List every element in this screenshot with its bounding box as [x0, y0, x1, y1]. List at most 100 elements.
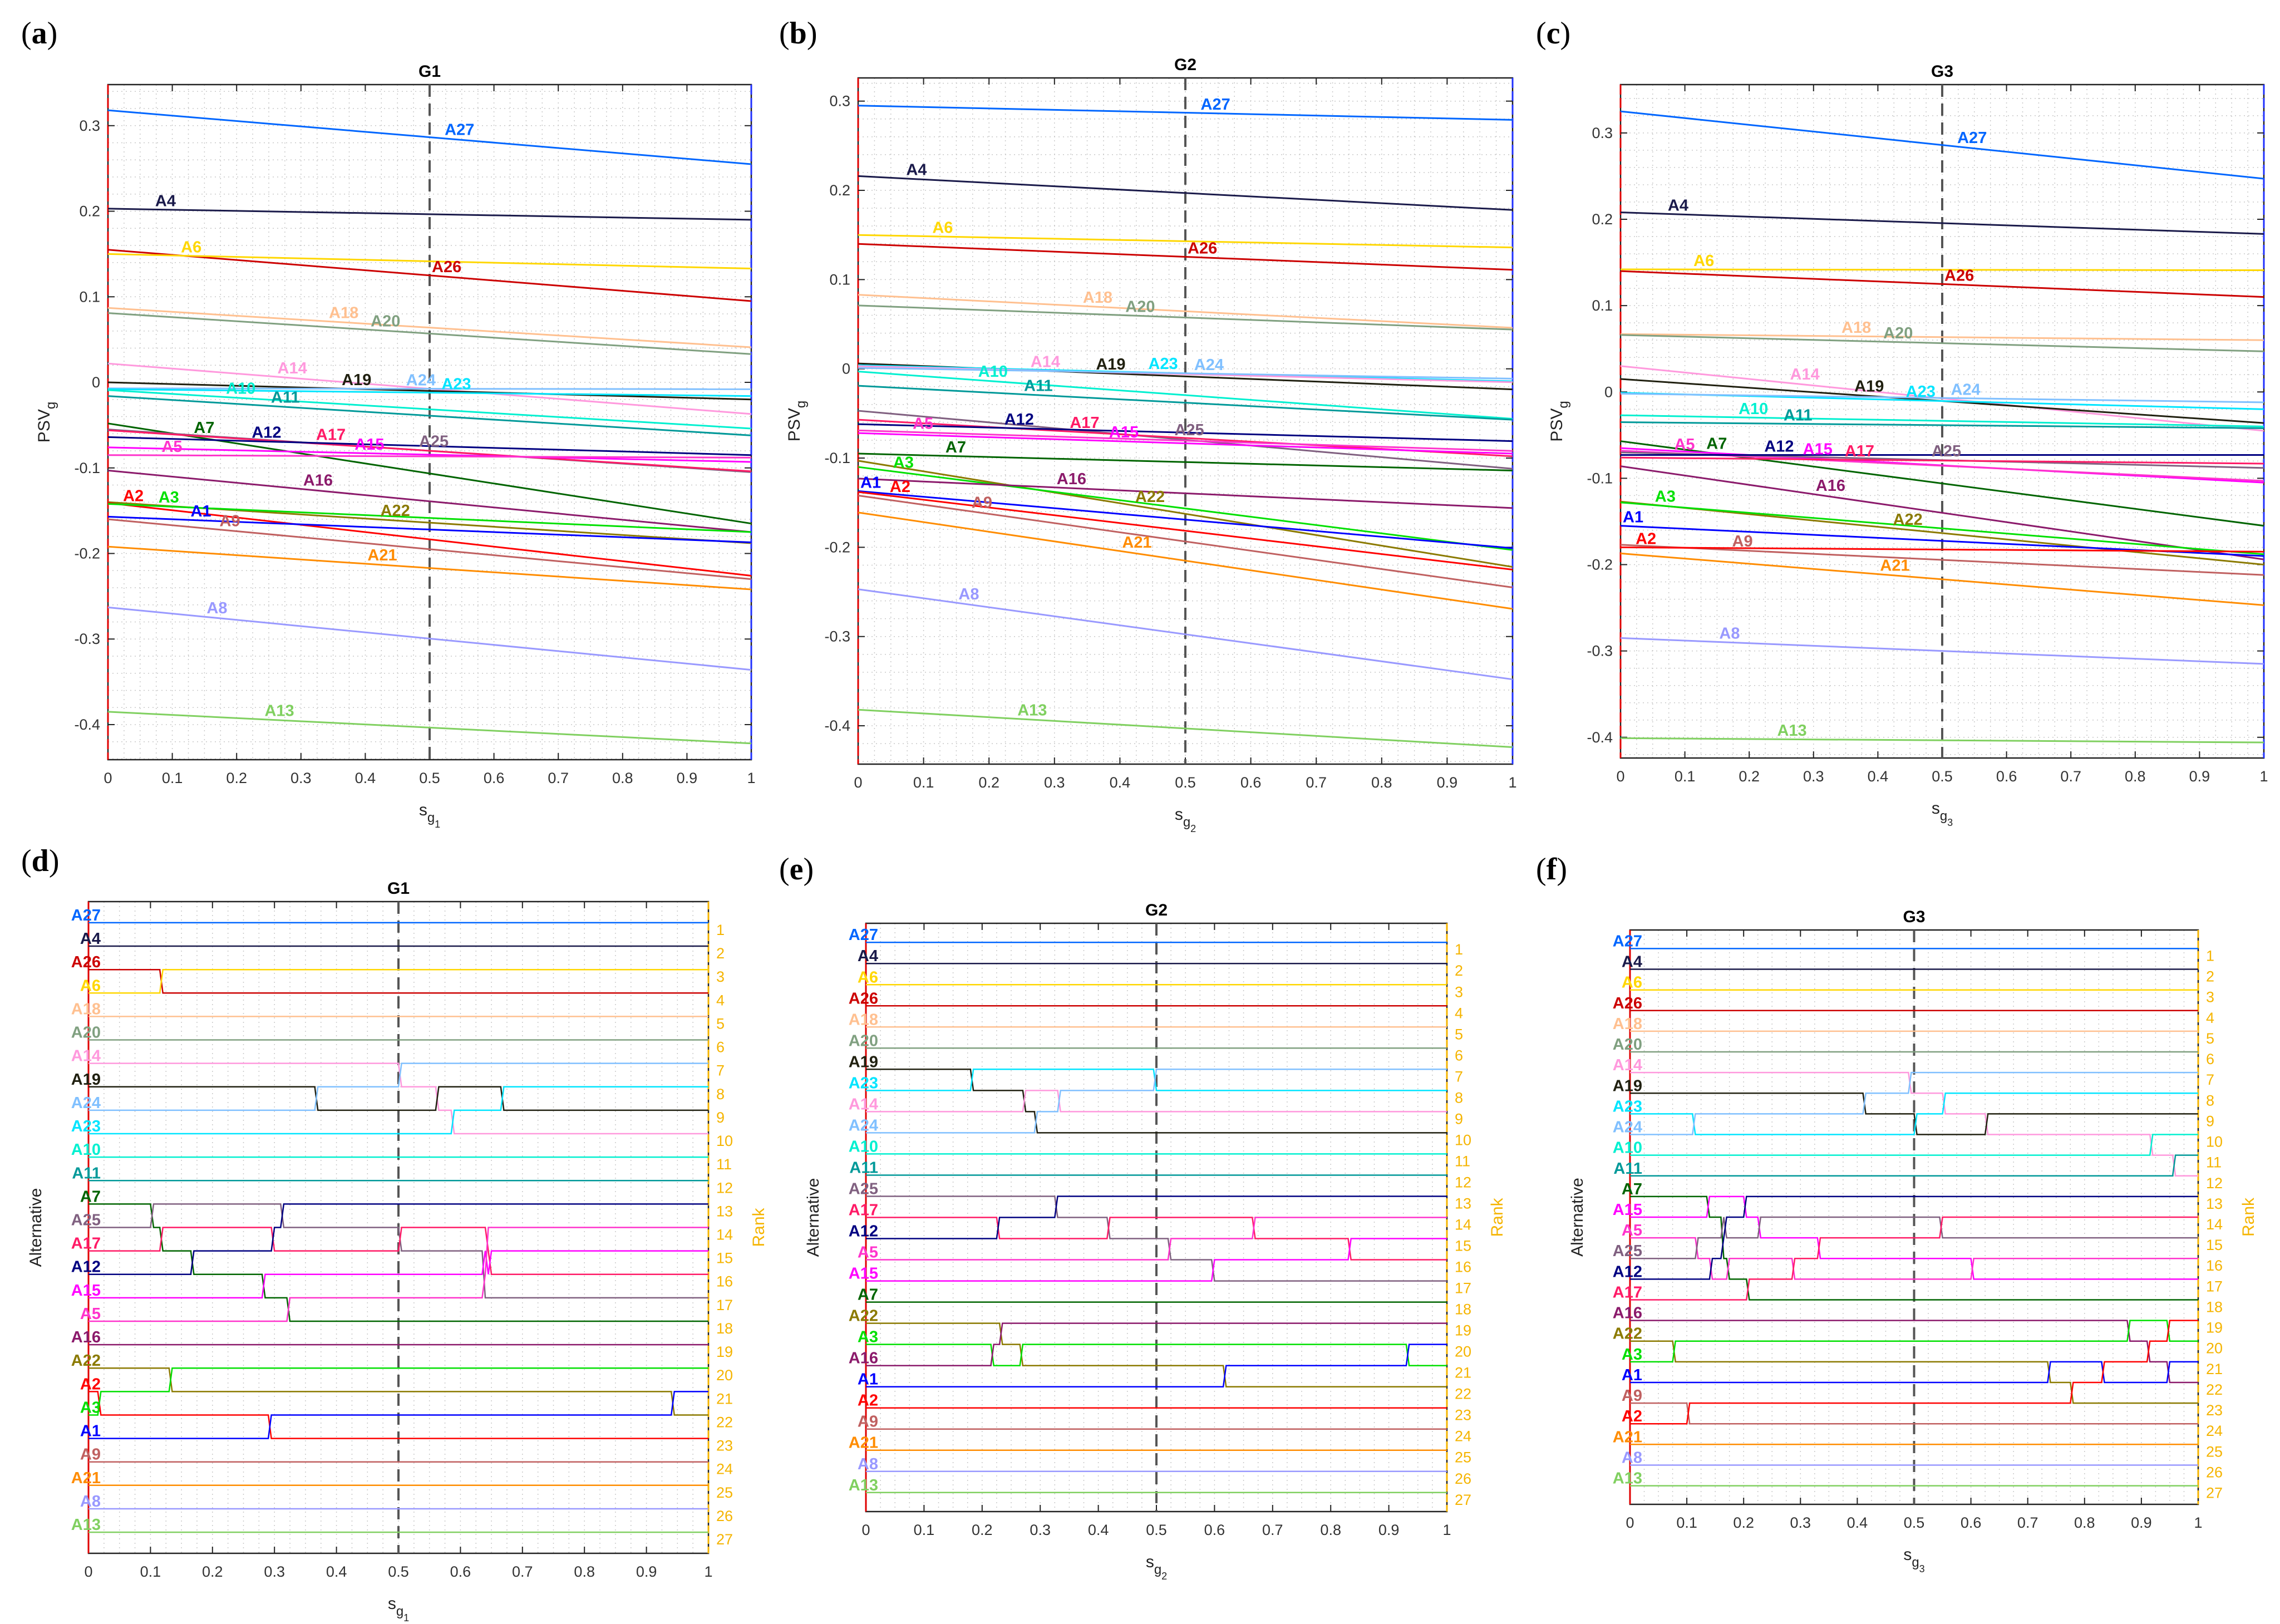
- series-label-a11: A11: [1784, 406, 1813, 424]
- alternative-tick-label: A8: [80, 1493, 101, 1510]
- y-axis-label: PSVg: [785, 401, 809, 441]
- x-axis-label: sg2: [1146, 1553, 1167, 1582]
- rank-line-a15: [1630, 1195, 2198, 1280]
- x-label-base: s: [1146, 1553, 1154, 1571]
- rank-tick-label: 19: [2206, 1320, 2223, 1336]
- series-label-a6: A6: [1693, 252, 1714, 270]
- series-label-a10: A10: [978, 363, 1008, 381]
- x-tick-label: 0.7: [548, 770, 569, 786]
- alternative-tick-label: A6: [858, 968, 878, 986]
- y-tick-label: 0.2: [79, 203, 100, 220]
- rank-line-a16: [866, 1322, 1447, 1366]
- series-label-a20: A20: [371, 312, 400, 330]
- rank-chart-g3: 0 0.1 0.2 0.3 0.4 0.5 0.6 0.7 0.8 0.9 1G3sg3A27A4A…: [1568, 908, 2258, 1574]
- alternative-tick-label: A7: [858, 1286, 878, 1304]
- series-label-a14: A14: [278, 360, 307, 377]
- series-label-a8: A8: [958, 585, 979, 603]
- rank-tick-label: 5: [716, 1015, 725, 1032]
- rank-chart-g1: 0 0.1 0.2 0.3 0.4 0.5 0.6 0.7 0.8 0.9 1G1sg1A27A4A…: [27, 879, 768, 1623]
- x-tick-label: 0.6: [1961, 1514, 1982, 1531]
- rank-line-a1: [88, 1391, 708, 1439]
- series-label-a5: A5: [913, 415, 933, 432]
- series-line-a21: [1620, 552, 2264, 606]
- alternative-tick-label: A15: [849, 1265, 878, 1283]
- y-tick-label: -0.4: [74, 716, 100, 733]
- x-tick-label: 0.9: [636, 1563, 657, 1580]
- series-label-a7: A7: [1706, 435, 1727, 452]
- rank-line-a9: [1630, 1402, 2198, 1425]
- series-label-a13: A13: [1017, 701, 1047, 719]
- series-line-a10: [858, 371, 1513, 420]
- alternative-tick-label: A5: [858, 1244, 878, 1262]
- series-line-a14: [858, 365, 1513, 383]
- psv-chart-g2: 0 0.1 0.2 0.3 0.4 0.5 0.6 0.7 0.8 0.9 1G2sg2-0.4-0…: [785, 56, 1517, 834]
- rank-line-a5: [88, 1227, 708, 1322]
- y-tick-label: 0.1: [79, 288, 100, 305]
- x-tick-label: 0.2: [226, 770, 247, 786]
- alternative-tick-label: A26: [71, 953, 101, 971]
- x-label-sub: g: [1912, 1555, 1919, 1570]
- x-label-base: s: [1932, 799, 1940, 818]
- alternative-tick-label: A3: [858, 1328, 878, 1346]
- rank-line-a2: [88, 1391, 708, 1439]
- series-line-a27: [858, 105, 1513, 121]
- x-tick-label: 1: [1442, 1522, 1451, 1538]
- series-line-a19: [107, 381, 752, 401]
- x-tick-label: 0.3: [1030, 1522, 1051, 1538]
- series-label-a18: A18: [329, 304, 358, 322]
- y-tick-label: -0.2: [824, 539, 850, 555]
- rank-line-a24: [1630, 1071, 2198, 1135]
- rank-tick-label: 5: [2206, 1030, 2214, 1047]
- series-label-a11: A11: [1024, 377, 1053, 395]
- rank-tick-label: 17: [2206, 1278, 2223, 1295]
- alternative-tick-label: A26: [1613, 995, 1642, 1012]
- series-line-a10: [1620, 414, 2264, 427]
- rank-tick-label: 3: [716, 968, 725, 985]
- rank-tick-label: 20: [1455, 1344, 1471, 1360]
- series-label-a5: A5: [161, 438, 182, 456]
- series-label-a20: A20: [1883, 324, 1913, 342]
- rank-tick-label: 24: [1455, 1428, 1471, 1445]
- x-tick-label: 0.3: [264, 1563, 285, 1580]
- rank-tick-label: 12: [2206, 1175, 2223, 1192]
- series-label-a1: A1: [1623, 509, 1643, 526]
- series-label-a18: A18: [1083, 289, 1112, 307]
- rank-line-a3: [1630, 1320, 2198, 1363]
- rank-tick-label: 24: [2206, 1423, 2223, 1439]
- x-tick-label: 0.4: [1110, 774, 1131, 791]
- x-label-subsub: 2: [1161, 1571, 1167, 1582]
- rank-tick-label: 14: [716, 1227, 733, 1243]
- y-tick-label: -0.3: [74, 631, 100, 647]
- alternative-tick-label: A17: [1613, 1283, 1642, 1301]
- series-line-a12: [107, 436, 752, 456]
- x-tick-label: 0.7: [2060, 768, 2081, 785]
- rank-tick-label: 18: [2206, 1298, 2223, 1315]
- x-axis-label: sg1: [388, 1595, 409, 1623]
- series-label-a5: A5: [1674, 436, 1695, 454]
- series-label-a17: A17: [316, 426, 346, 444]
- series-label-a3: A3: [1655, 488, 1676, 505]
- psv-chart-g1: 0 0.1 0.2 0.3 0.4 0.5 0.6 0.7 0.8 0.9 1G1sg1-0.4-0…: [35, 62, 756, 830]
- rank-tick-label: 6: [2206, 1051, 2214, 1067]
- series-label-a8: A8: [206, 599, 227, 617]
- series-label-a2: A2: [1636, 530, 1656, 548]
- rank-tick-label: 18: [716, 1320, 733, 1337]
- alternative-tick-label: A27: [1613, 932, 1642, 950]
- alternative-tick-label: A6: [1622, 974, 1642, 992]
- rank-tick-label: 1: [716, 922, 725, 938]
- rank-tick-label: 16: [716, 1273, 733, 1290]
- alternative-tick-label: A11: [72, 1164, 101, 1182]
- x-tick-label: 0.5: [388, 1563, 409, 1580]
- alternative-tick-label: A2: [80, 1375, 101, 1393]
- y-tick-label: 0.2: [829, 182, 850, 199]
- series-label-a22: A22: [1135, 488, 1165, 506]
- alternative-tick-label: A12: [849, 1223, 878, 1241]
- series-label-a16: A16: [303, 472, 333, 490]
- series-label-a4: A4: [155, 192, 176, 210]
- rank-tick-label: 27: [1455, 1492, 1471, 1508]
- series-label-a12: A12: [252, 424, 281, 442]
- rank-line-a12: [88, 1203, 708, 1275]
- series-line-a18: [858, 294, 1513, 329]
- y-axis-label: PSVg: [35, 402, 58, 442]
- series-line-a9: [107, 518, 752, 580]
